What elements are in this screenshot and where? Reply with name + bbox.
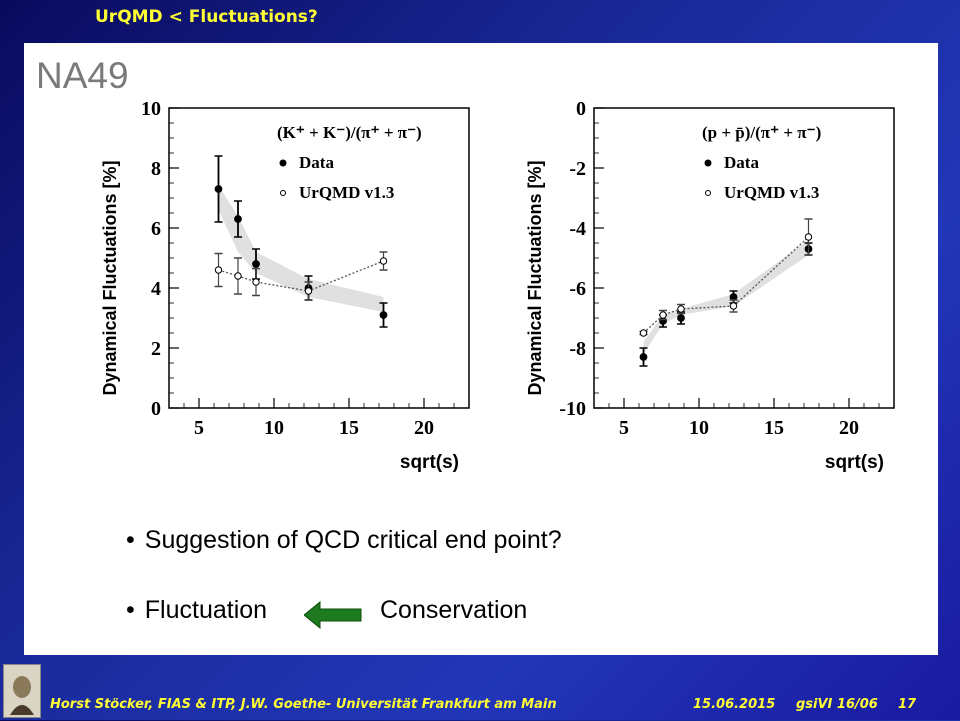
footer-event: gsiVI 16/06 (796, 697, 878, 712)
legend-marker (279, 159, 287, 167)
urqmd-point (252, 278, 260, 286)
y-tick-label: -6 (569, 278, 586, 300)
urqmd-point (214, 266, 223, 274)
bullet-fluctuation: • Fluctuation (126, 596, 267, 625)
portrait-icon (10, 676, 34, 715)
x-tick-label: 10 (689, 417, 709, 439)
y-tick-label: -4 (569, 218, 586, 240)
legend-label: UrQMD v1.3 (299, 183, 394, 202)
data-point (677, 314, 685, 322)
model-band (643, 240, 809, 354)
legend-marker (280, 190, 286, 196)
x-tick-label: 10 (264, 417, 284, 439)
x-tick-label: 5 (619, 417, 629, 439)
left-arrow-icon (304, 601, 362, 629)
data-point (639, 353, 648, 361)
urqmd-point (677, 305, 685, 313)
legend-title: (K⁺ + K⁻)/(π⁺ + π⁻) (277, 123, 422, 142)
urqmd-point (234, 272, 242, 280)
na49-logo: NA49 (36, 55, 129, 96)
y-tick-label: 0 (576, 98, 586, 120)
bullet-text-2: Fluctuation (144, 596, 268, 624)
x-tick-label: 5 (194, 417, 204, 439)
urqmd-point (304, 287, 313, 295)
slide-title: UrQMD < Fluctuations? (95, 7, 318, 27)
y-tick-label: 0 (151, 398, 161, 420)
urqmd-point (379, 257, 388, 265)
data-point (252, 260, 260, 268)
footer-author: Horst Stöcker, FIAS & ITP, J.W. Goethe- … (50, 697, 557, 712)
urqmd-line (218, 260, 384, 292)
bullet-dot: • (126, 526, 135, 554)
conservation-label: Conservation (380, 596, 528, 624)
y-tick-label: -2 (569, 158, 586, 180)
legend-label: Data (724, 153, 759, 172)
y-tick-label: 10 (141, 98, 161, 120)
urqmd-point (639, 329, 648, 337)
y-tick-label: 8 (151, 158, 161, 180)
y-axis-label: Dynamical Fluctuations [%] (525, 160, 545, 395)
y-axis-label: Dynamical Fluctuations [%] (100, 160, 120, 395)
chart-kaon-pion: 0 2 4 6 8 10 5 10 15 20 sqrt(s) Dynamical Fluctuati… (100, 98, 470, 473)
footer-date: 15.06.2015 (693, 697, 776, 712)
figure-panel: NA49 0 2 4 6 8 10 5 10 15 20 sqrt(s) Dynamical Fluc… (24, 43, 938, 655)
y-tick-label: -8 (569, 338, 586, 360)
x-tick-label: 20 (414, 417, 434, 439)
legend-label: UrQMD v1.3 (724, 183, 819, 202)
legend-title: (p + p̄)/(π⁺ + π⁻) (702, 123, 821, 142)
y-tick-label: -10 (559, 398, 586, 420)
urqmd-point (804, 233, 813, 241)
urqmd-point (659, 311, 667, 319)
x-axis-label: sqrt(s) (825, 452, 884, 473)
model-band (218, 186, 384, 312)
legend-marker (705, 190, 711, 196)
y-tick-label: 6 (151, 218, 161, 240)
legend-label: Data (299, 153, 334, 172)
bullet-text-1: Suggestion of QCD critical end point? (144, 526, 562, 554)
data-point (379, 311, 388, 319)
y-tick-label: 2 (151, 338, 161, 360)
y-tick-label: 4 (151, 278, 161, 300)
x-axis-label: sqrt(s) (400, 452, 459, 473)
goethe-portrait (3, 664, 41, 718)
x-tick-label: 15 (764, 417, 784, 439)
footer-page: 17 (898, 697, 917, 712)
bullet-dot: • (126, 596, 135, 624)
data-point (214, 185, 223, 193)
chart-proton-pion: 0 -2 -4 -6 -8 -10 5 10 15 20 sqrt(s) Dynamical Fluc… (525, 98, 895, 473)
urqmd-point (729, 302, 738, 310)
legend-marker (704, 159, 712, 167)
bullet-critical-point: • Suggestion of QCD critical end point? (126, 526, 562, 555)
x-tick-label: 15 (339, 417, 359, 439)
x-tick-label: 20 (839, 417, 859, 439)
data-point (234, 215, 242, 223)
